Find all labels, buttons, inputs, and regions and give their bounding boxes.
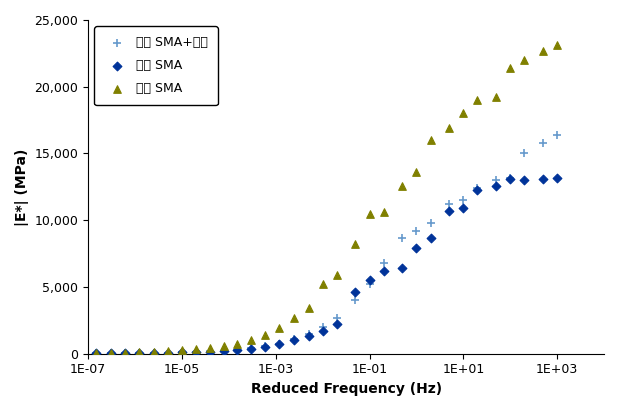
- 칼라 SMA+안료: [472, 185, 482, 192]
- 일반 SMA: [519, 57, 529, 63]
- 칼라 SMA+안료: [458, 197, 468, 203]
- 칼라 SMA: [538, 175, 548, 182]
- 칼라 SMA+안료: [232, 346, 242, 353]
- 칼라 SMA+안료: [219, 347, 229, 354]
- 일반 SMA: [505, 65, 515, 72]
- 칼라 SMA+안료: [261, 343, 271, 350]
- 일반 SMA: [458, 110, 468, 117]
- 일반 SMA: [379, 209, 389, 215]
- 칼라 SMA: [318, 328, 327, 334]
- 칼라 SMA: [246, 346, 256, 352]
- 일반 SMA: [303, 305, 313, 312]
- 칼라 SMA: [106, 350, 116, 357]
- 일반 SMA: [191, 346, 201, 353]
- 칼라 SMA+안료: [290, 336, 300, 342]
- 칼라 SMA+안료: [191, 349, 201, 355]
- 일반 SMA: [350, 241, 360, 247]
- 칼라 SMA+안료: [426, 219, 436, 226]
- 칼라 SMA: [472, 186, 482, 193]
- 칼라 SMA: [206, 348, 215, 355]
- 일반 SMA: [134, 349, 144, 356]
- 칼라 SMA+안료: [332, 314, 342, 321]
- 일반 SMA: [538, 47, 548, 54]
- 일반 SMA: [444, 125, 454, 132]
- 칼라 SMA: [444, 208, 454, 214]
- 일반 SMA: [332, 272, 342, 278]
- 칼라 SMA: [332, 321, 342, 328]
- 일반 SMA: [206, 344, 215, 351]
- 칼라 SMA: [261, 344, 271, 350]
- 일반 SMA: [92, 350, 102, 356]
- 일반 SMA: [397, 182, 407, 189]
- 일반 SMA: [246, 337, 256, 344]
- 칼라 SMA: [552, 174, 562, 181]
- 칼라 SMA+안료: [106, 350, 116, 356]
- 칼라 SMA: [177, 349, 187, 356]
- 일반 SMA: [149, 348, 158, 355]
- 칼라 SMA: [232, 347, 242, 353]
- 칼라 SMA+안료: [397, 234, 407, 241]
- 일반 SMA: [552, 42, 562, 48]
- 칼라 SMA: [134, 350, 144, 356]
- Y-axis label: |E*| (MPa): |E*| (MPa): [15, 148, 29, 226]
- 칼라 SMA: [519, 177, 529, 183]
- 일반 SMA: [412, 169, 422, 175]
- 칼라 SMA+안료: [303, 330, 313, 337]
- 일반 SMA: [318, 281, 327, 288]
- 일반 SMA: [491, 94, 501, 101]
- 칼라 SMA: [426, 234, 436, 241]
- 칼라 SMA: [365, 277, 374, 284]
- 일반 SMA: [219, 343, 229, 349]
- 칼라 SMA: [412, 245, 422, 252]
- 칼라 SMA+안료: [177, 349, 187, 356]
- 칼라 SMA+안료: [274, 340, 284, 347]
- 일반 SMA: [261, 332, 271, 338]
- 칼라 SMA+안료: [519, 150, 529, 157]
- 칼라 SMA: [92, 350, 102, 357]
- 칼라 SMA+안료: [412, 228, 422, 234]
- 일반 SMA: [290, 314, 300, 321]
- 칼라 SMA+안료: [365, 281, 374, 288]
- 일반 SMA: [177, 347, 187, 353]
- 칼라 SMA: [274, 341, 284, 348]
- X-axis label: Reduced Frequency (Hz): Reduced Frequency (Hz): [251, 382, 441, 396]
- 칼라 SMA+안료: [318, 324, 327, 330]
- 일반 SMA: [274, 325, 284, 332]
- 칼라 SMA+안료: [119, 350, 129, 356]
- 칼라 SMA: [458, 205, 468, 212]
- 칼라 SMA+안료: [163, 349, 173, 356]
- 칼라 SMA+안료: [538, 139, 548, 146]
- 일반 SMA: [119, 349, 129, 356]
- 일반 SMA: [365, 210, 374, 217]
- Legend: 칼라 SMA+안료, 칼라 SMA, 일반 SMA: 칼라 SMA+안료, 칼라 SMA, 일반 SMA: [95, 26, 217, 105]
- 칼라 SMA+안료: [246, 345, 256, 352]
- 일반 SMA: [232, 340, 242, 347]
- 칼라 SMA: [303, 333, 313, 339]
- 칼라 SMA: [397, 265, 407, 272]
- 일반 SMA: [426, 137, 436, 143]
- 칼라 SMA+안료: [444, 201, 454, 208]
- 일반 SMA: [472, 97, 482, 104]
- 칼라 SMA: [119, 350, 129, 356]
- 칼라 SMA: [149, 350, 158, 356]
- 칼라 SMA: [163, 349, 173, 356]
- 칼라 SMA: [491, 182, 501, 189]
- 칼라 SMA: [219, 348, 229, 354]
- 칼라 SMA: [350, 289, 360, 296]
- 칼라 SMA+안료: [350, 297, 360, 304]
- 칼라 SMA: [191, 349, 201, 355]
- 칼라 SMA+안료: [505, 174, 515, 181]
- 칼라 SMA+안료: [552, 132, 562, 138]
- 칼라 SMA+안료: [491, 177, 501, 183]
- 칼라 SMA+안료: [379, 260, 389, 266]
- 칼라 SMA: [505, 175, 515, 182]
- 일반 SMA: [163, 348, 173, 354]
- 칼라 SMA+안료: [92, 350, 102, 357]
- 칼라 SMA: [290, 337, 300, 344]
- 칼라 SMA+안료: [134, 350, 144, 356]
- 칼라 SMA: [379, 268, 389, 274]
- 칼라 SMA+안료: [149, 349, 158, 356]
- 일반 SMA: [106, 349, 116, 356]
- 칼라 SMA+안료: [206, 348, 215, 355]
